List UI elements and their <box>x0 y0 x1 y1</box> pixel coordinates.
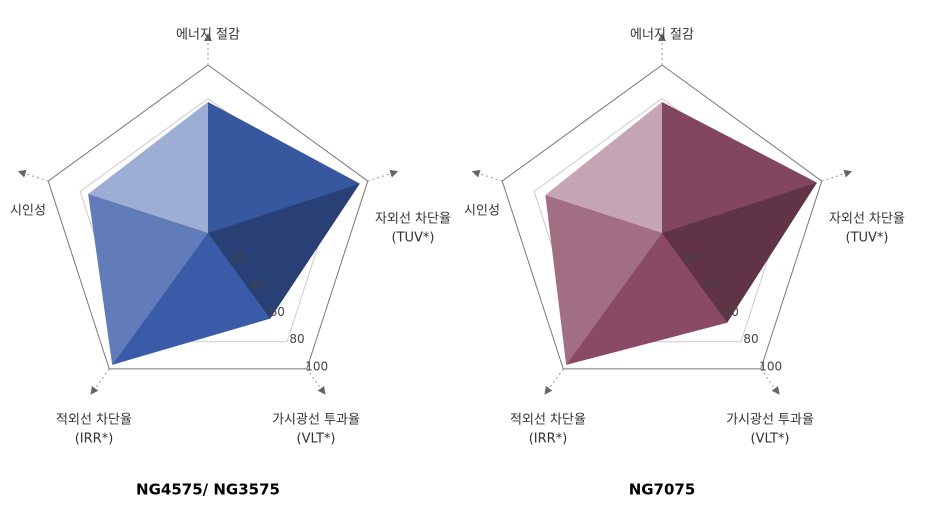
tick-label: 60 <box>724 305 739 319</box>
chart-title: NG7075 <box>629 481 696 499</box>
sector-shade <box>208 101 360 234</box>
category-label: 적외선 차단율 <box>56 413 132 428</box>
grid-ring <box>47 64 369 370</box>
chart-title: NG4575/ NG3575 <box>136 481 280 499</box>
axis-arrow <box>544 368 564 395</box>
category-label: 에너지 절감 <box>630 28 694 43</box>
tick-label: 60 <box>270 305 285 319</box>
category-label: 시인성 <box>10 204 46 219</box>
category-label: 자외선 차단율 <box>829 212 905 227</box>
axis-arrow <box>471 169 503 182</box>
category-code: (VLT*) <box>297 432 336 447</box>
category-code: (IRR*) <box>529 432 568 447</box>
category-label: 가시광선 투과율 <box>272 413 360 428</box>
tick-label: 80 <box>743 332 758 346</box>
category-label: 적외선 차단율 <box>510 413 586 428</box>
category-label: 자외선 차단율 <box>375 212 451 227</box>
axis-arrow <box>821 169 853 182</box>
category-label: 시인성 <box>464 204 500 219</box>
category-label: 가시광선 투과율 <box>726 413 814 428</box>
category-code: (VLT*) <box>751 432 790 447</box>
sector-shade <box>545 195 662 365</box>
tick-label: 80 <box>289 332 304 346</box>
tick-label: 100 <box>759 359 782 373</box>
category-code: (TUV*) <box>392 231 435 246</box>
axis-arrow <box>17 169 49 182</box>
sector-shade <box>208 183 360 319</box>
tick-label: 100 <box>305 359 328 373</box>
grid-ring <box>501 64 823 370</box>
sector-shade <box>662 101 817 234</box>
sector-shade <box>545 101 662 234</box>
axis-arrow <box>90 368 110 395</box>
tick-label: 20 <box>230 251 245 265</box>
sector-shade <box>662 182 817 323</box>
tick-label: 20 <box>684 251 699 265</box>
sector-shade <box>88 101 208 234</box>
category-code: (TUV*) <box>846 231 889 246</box>
axis-arrow <box>367 169 399 182</box>
category-code: (IRR*) <box>75 432 114 447</box>
category-label: 에너지 절감 <box>176 28 240 43</box>
tick-label: 40 <box>704 278 719 292</box>
sector-shade <box>88 194 208 365</box>
tick-label: 40 <box>250 278 265 292</box>
